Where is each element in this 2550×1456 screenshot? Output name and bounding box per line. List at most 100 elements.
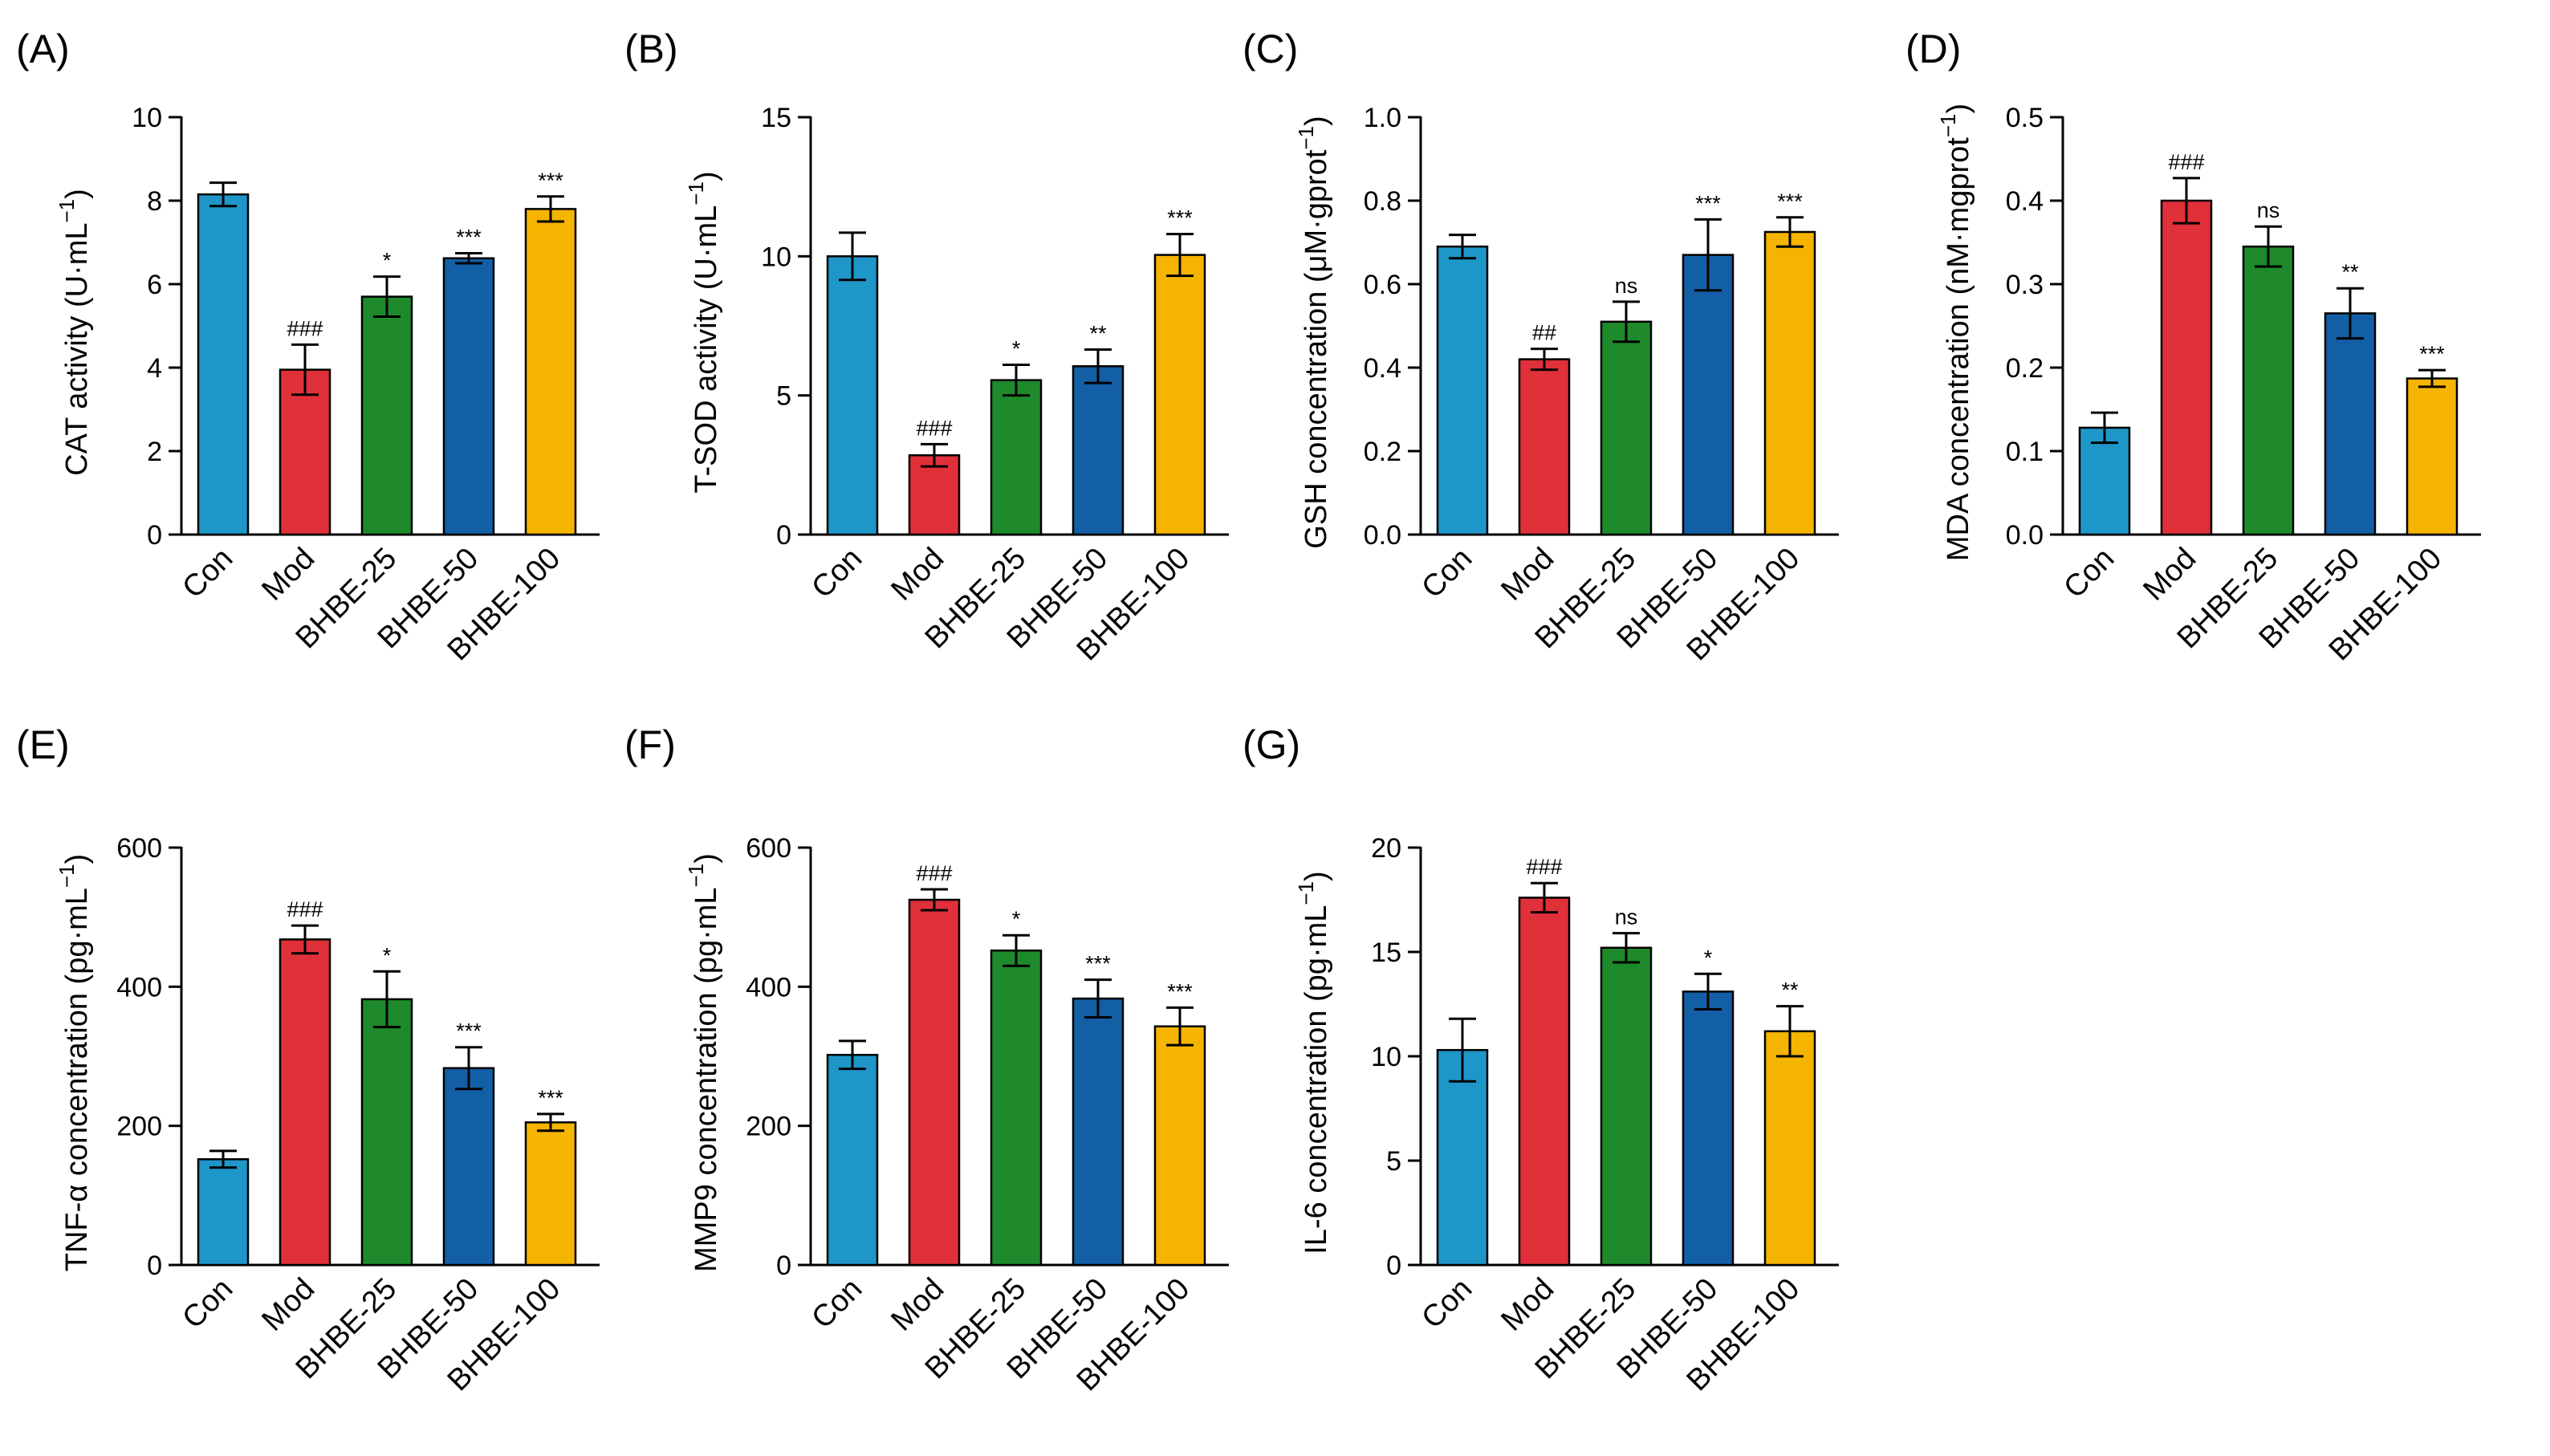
x-tick-label: Mod (255, 1272, 321, 1338)
x-tick-label: Mod (1495, 1272, 1560, 1338)
y-axis-title-end: ) (689, 171, 723, 181)
bar-bhbe-50 (442, 1067, 495, 1267)
significance-label: *** (2419, 342, 2445, 366)
significance-label: ** (2341, 260, 2359, 284)
y-tick-label: 400 (116, 972, 162, 1003)
y-tick-label: 6 (147, 270, 162, 300)
bar-mod (908, 453, 961, 536)
y-axis-title-exponent: −1 (55, 199, 79, 223)
y-axis-title-exponent: −1 (1294, 126, 1318, 150)
y-tick-label: 2 (147, 437, 162, 467)
chart-panel-c: (C) 0.0 0.2 0.4 0.6 0.8 1.0 GSH concentration (… (1242, 26, 1839, 667)
y-axis-title-end: ) (1942, 104, 1975, 114)
significance-label: * (383, 943, 392, 967)
significance-label: ## (1532, 321, 1556, 345)
significance-label: *** (1167, 979, 1193, 1003)
y-tick-label: 10 (761, 242, 791, 272)
significance-label: *** (538, 1086, 563, 1110)
chart-panel-e: (E) 0 200 400 600 TNF-α concentration (pg·mL−… (16, 722, 600, 1397)
bar-bhbe-100 (524, 1121, 577, 1267)
y-tick-label: 0.4 (1364, 353, 1401, 384)
significance-label: *** (1167, 206, 1193, 230)
chart-panel-a: (A) 0 2 4 6 8 10 CAT activity (U·mL−1) Con ### Mod… (16, 26, 600, 667)
bar-con (197, 1158, 250, 1267)
significance-label: * (383, 249, 392, 273)
y-tick-label: 0 (147, 520, 162, 551)
bar-bhbe-25 (2242, 245, 2295, 536)
y-axis-title-exponent: −1 (55, 864, 79, 888)
y-tick-label: 0.8 (1364, 186, 1401, 217)
significance-label: * (1704, 946, 1713, 970)
y-tick-label: 0.0 (2006, 520, 2044, 551)
chart-panel-b: (B) 0 5 10 15 T-SOD activity (U·mL−1) Con ### Mo… (624, 26, 1229, 667)
x-tick-label: Mod (885, 542, 950, 608)
bar-con (197, 193, 250, 536)
x-tick-label: Con (1415, 1272, 1478, 1336)
significance-label: ### (287, 316, 323, 340)
significance-label: ns (1615, 905, 1638, 929)
significance-label: ns (2257, 198, 2280, 222)
x-tick-label: Con (176, 1272, 239, 1336)
bar-mod (279, 938, 331, 1267)
y-tick-label: 600 (746, 833, 791, 864)
significance-label: *** (1777, 189, 1803, 214)
significance-label: *** (1085, 952, 1111, 976)
bar-bhbe-25 (360, 295, 413, 536)
significance-label: ### (916, 861, 952, 885)
y-tick-label: 20 (1371, 833, 1401, 864)
bar-bhbe-25 (1600, 946, 1653, 1267)
significance-label: ### (287, 897, 323, 921)
bar-mod (908, 898, 961, 1267)
y-axis-title-end: ) (60, 854, 94, 864)
x-tick-label: Con (1415, 542, 1478, 605)
panel-label: (D) (1905, 26, 1961, 71)
panel-label: (A) (16, 26, 70, 71)
y-axis-title-exponent: −1 (1936, 114, 1960, 138)
x-tick-label: Mod (1495, 542, 1560, 608)
bar-bhbe-25 (990, 379, 1043, 536)
y-axis-title-exponent: −1 (684, 181, 708, 205)
y-axis-title-main: IL-6 concentration (pg·mL (1299, 905, 1333, 1255)
y-tick-label: 4 (147, 353, 162, 384)
y-axis-title: GSH concentration (μM·gprot−1) (1294, 116, 1333, 548)
y-tick-label: 8 (147, 186, 162, 217)
y-axis-title-main: T-SOD activity (U·mL (689, 205, 723, 494)
significance-label: *** (538, 169, 563, 193)
y-axis-title: MDA concentration (nM·mgprot−1) (1936, 104, 1975, 561)
y-tick-label: 600 (116, 833, 162, 864)
x-tick-label: Mod (2137, 542, 2202, 608)
y-axis-title-end: ) (1299, 116, 1333, 126)
x-tick-label: Con (176, 542, 239, 605)
bar-con (1436, 245, 1489, 536)
y-tick-label: 0.0 (1364, 520, 1401, 551)
y-tick-label: 0.5 (2006, 103, 2044, 133)
y-tick-label: 0.3 (2006, 270, 2044, 300)
bar-bhbe-50 (1072, 365, 1125, 536)
y-tick-label: 0 (776, 520, 791, 551)
y-axis-title-exponent: −1 (1294, 881, 1318, 905)
bar-mod (2160, 199, 2213, 536)
bar-bhbe-100 (1153, 1025, 1206, 1267)
bar-con (826, 255, 879, 536)
x-tick-label: Con (805, 542, 868, 605)
y-axis-title-main: MDA concentration (nM·mgprot (1942, 137, 1975, 561)
bar-bhbe-100 (1763, 230, 1816, 536)
chart-panel-f: (F) 0 200 400 600 MMP9 concentration (pg·mL−1… (624, 722, 1229, 1397)
bar-bhbe-100 (2406, 377, 2458, 536)
significance-label: ** (1089, 321, 1107, 345)
significance-label: ### (2168, 150, 2204, 174)
y-axis-title: T-SOD activity (U·mL−1) (684, 171, 723, 493)
y-tick-label: 5 (1386, 1146, 1401, 1177)
y-tick-label: 0 (1386, 1251, 1401, 1281)
bar-bhbe-25 (1600, 320, 1653, 536)
significance-label: ### (916, 416, 952, 440)
bar-bhbe-100 (524, 208, 577, 536)
y-axis-title: MMP9 concentration (pg·mL−1) (684, 853, 723, 1272)
y-tick-label: 10 (1371, 1042, 1401, 1072)
bar-con (826, 1054, 879, 1267)
x-tick-label: Mod (885, 1272, 950, 1338)
x-tick-label: Mod (255, 542, 321, 608)
y-axis-title-end: ) (1299, 871, 1333, 881)
y-tick-label: 5 (776, 381, 791, 412)
